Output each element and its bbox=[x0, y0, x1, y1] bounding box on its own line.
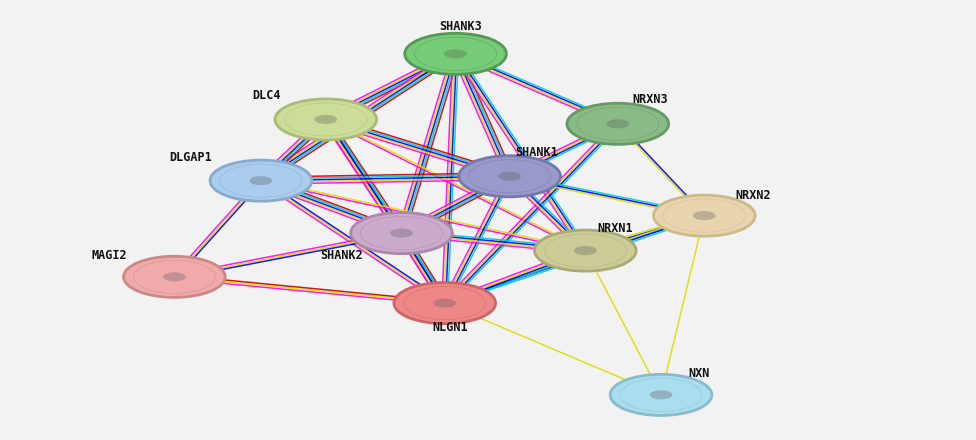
Circle shape bbox=[250, 176, 272, 185]
Text: NLGN1: NLGN1 bbox=[432, 321, 468, 334]
Circle shape bbox=[444, 49, 467, 59]
Text: NXN: NXN bbox=[688, 367, 710, 381]
Circle shape bbox=[577, 107, 659, 140]
Circle shape bbox=[499, 172, 521, 181]
Circle shape bbox=[314, 115, 337, 124]
Circle shape bbox=[459, 156, 560, 197]
Text: DLGAP1: DLGAP1 bbox=[169, 151, 212, 165]
Text: SHANK2: SHANK2 bbox=[321, 249, 363, 262]
Circle shape bbox=[360, 216, 442, 250]
Circle shape bbox=[405, 33, 507, 74]
Text: NRXN1: NRXN1 bbox=[597, 222, 633, 235]
Circle shape bbox=[650, 390, 672, 400]
Circle shape bbox=[415, 37, 497, 70]
Circle shape bbox=[163, 272, 185, 282]
Text: MAGI2: MAGI2 bbox=[92, 249, 127, 262]
Circle shape bbox=[350, 213, 452, 254]
Text: SHANK3: SHANK3 bbox=[439, 20, 482, 33]
Circle shape bbox=[663, 199, 746, 232]
Text: NRXN2: NRXN2 bbox=[735, 190, 771, 202]
Circle shape bbox=[574, 246, 596, 255]
Circle shape bbox=[468, 160, 550, 193]
Circle shape bbox=[567, 103, 669, 144]
Circle shape bbox=[220, 164, 302, 197]
Circle shape bbox=[535, 230, 636, 271]
Circle shape bbox=[404, 286, 486, 320]
Circle shape bbox=[394, 282, 496, 324]
Circle shape bbox=[210, 160, 311, 201]
Circle shape bbox=[606, 119, 630, 128]
Circle shape bbox=[124, 256, 225, 297]
Circle shape bbox=[390, 228, 413, 238]
Text: DLC4: DLC4 bbox=[252, 89, 280, 102]
Circle shape bbox=[275, 99, 377, 140]
Circle shape bbox=[545, 234, 627, 267]
Text: SHANK1: SHANK1 bbox=[515, 146, 558, 159]
Circle shape bbox=[693, 211, 715, 220]
Circle shape bbox=[654, 195, 755, 236]
Circle shape bbox=[285, 103, 367, 136]
Circle shape bbox=[134, 260, 216, 293]
Circle shape bbox=[610, 374, 712, 415]
Circle shape bbox=[433, 298, 456, 308]
Circle shape bbox=[620, 378, 702, 411]
Text: NRXN3: NRXN3 bbox=[632, 93, 668, 106]
